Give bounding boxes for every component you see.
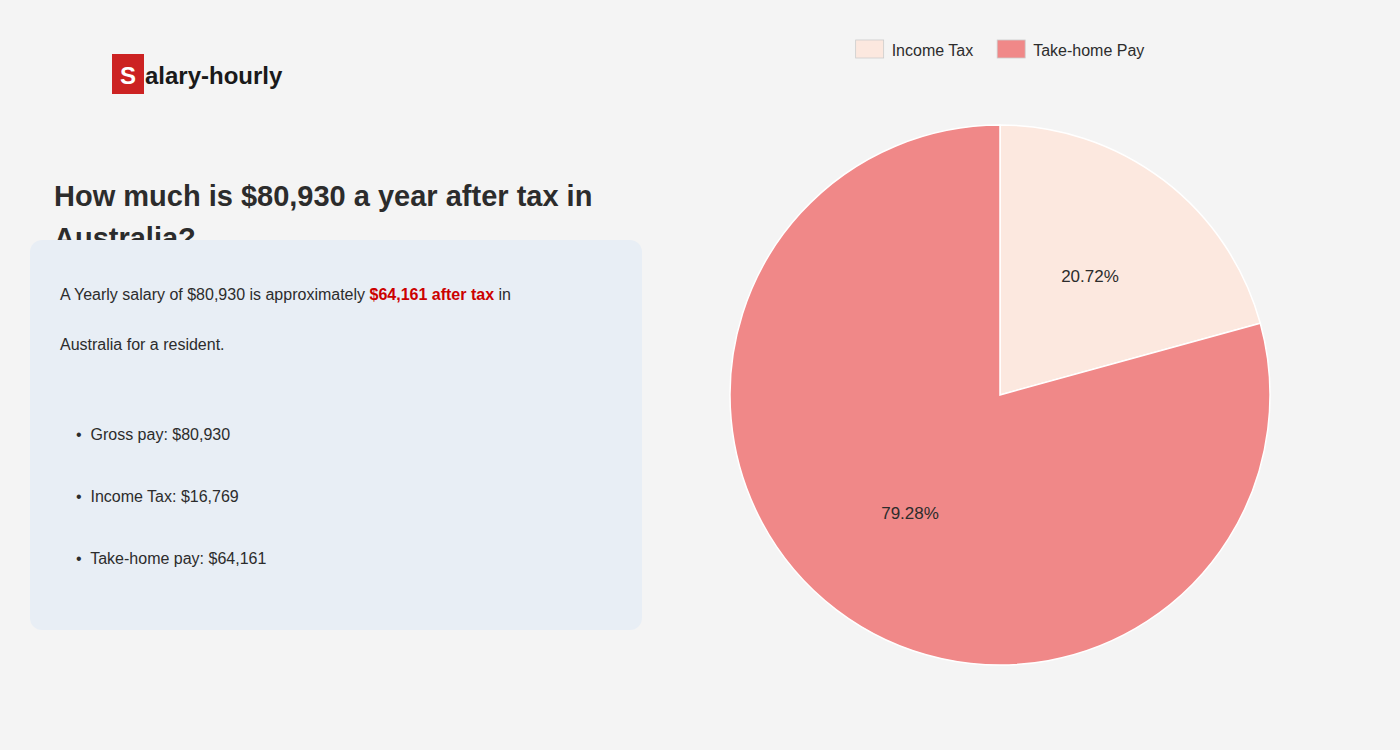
data-labels: 20.72% 79.28%	[881, 267, 1119, 522]
logo-text: S	[120, 62, 136, 89]
info-text: • Gross pay: $80,930	[76, 426, 230, 443]
legend-label: Take-home Pay	[1033, 42, 1144, 59]
logo-text: alary-hourly	[145, 62, 283, 89]
info-box	[30, 240, 642, 630]
info-text: in	[494, 286, 511, 303]
pie	[730, 125, 1270, 665]
bullet-item: • Gross pay: $80,930	[76, 426, 230, 443]
info-line: A Yearly salary of $80,930 is approximat…	[60, 286, 511, 303]
info-text: • Take-home pay: $64,161	[76, 550, 266, 567]
chart: Salary-hourly How much is $80,930 a year …	[0, 0, 1400, 750]
bullet-item: • Income Tax: $16,769	[76, 488, 239, 505]
info-text: • Income Tax: $16,769	[76, 488, 239, 505]
data-label: 20.72%	[1061, 267, 1119, 286]
legend: Income Tax Take-home Pay	[856, 40, 1145, 59]
legend-swatch	[997, 40, 1025, 58]
logo-box	[112, 54, 144, 94]
text-panel: Salary-hourly How much is $80,930 a year …	[30, 54, 642, 630]
info-line: Australia for a resident.	[60, 336, 225, 353]
logo: Salary-hourly	[112, 54, 283, 94]
legend-item: Take-home Pay	[997, 40, 1144, 59]
info-text: Australia for a resident.	[60, 336, 225, 353]
info-text: $64,161 after tax	[370, 286, 495, 303]
data-label: 79.28%	[881, 504, 939, 523]
legend-swatch	[856, 40, 884, 58]
title-line: How much is $80,930 a year after tax in	[54, 180, 592, 212]
legend-label: Income Tax	[892, 42, 974, 59]
background	[0, 0, 1400, 750]
legend-item: Income Tax	[856, 40, 974, 59]
bullet-item: • Take-home pay: $64,161	[76, 550, 266, 567]
pie-slice	[730, 125, 1270, 665]
info-text: A Yearly salary of $80,930 is approximat…	[60, 286, 370, 303]
